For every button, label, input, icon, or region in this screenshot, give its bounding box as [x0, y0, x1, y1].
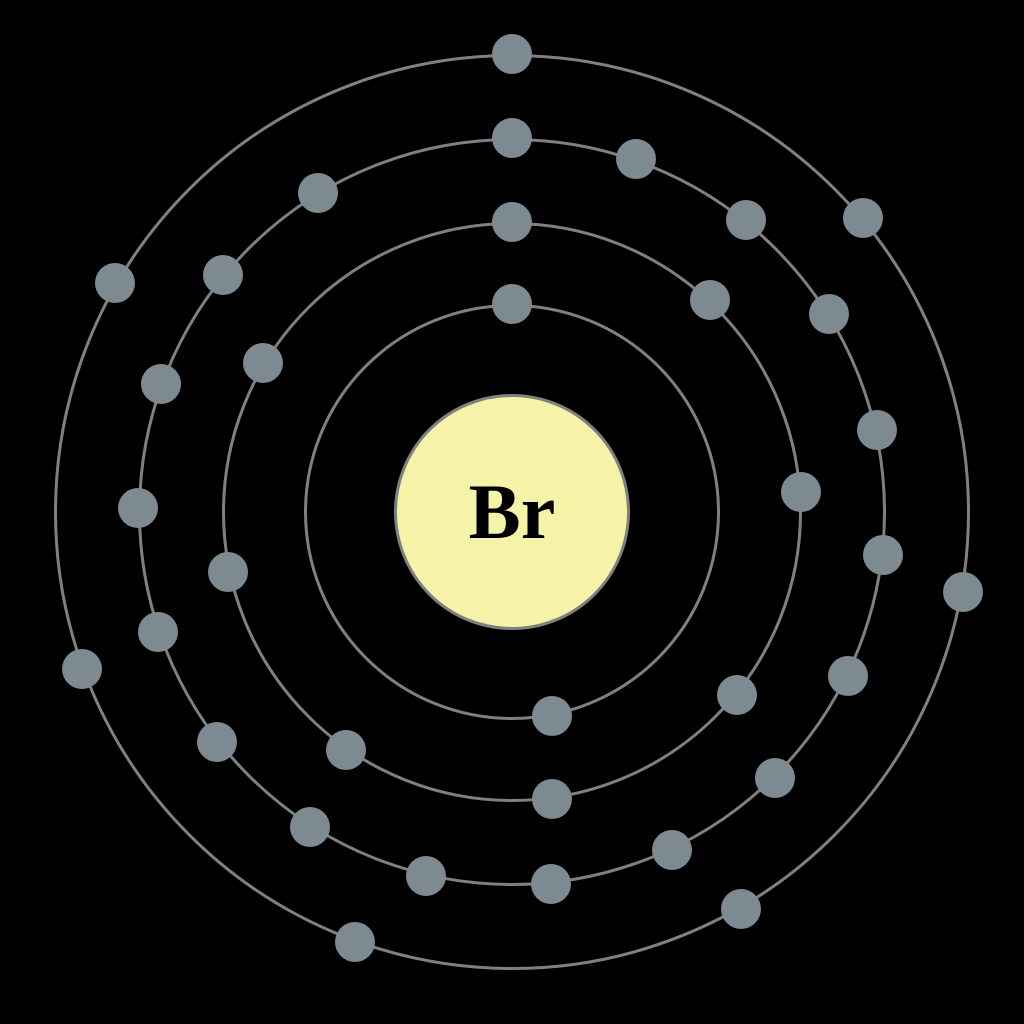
electron-shell-4: [54, 54, 970, 970]
electron: [943, 572, 983, 612]
electron: [721, 889, 761, 929]
electron: [843, 198, 883, 238]
electron: [335, 922, 375, 962]
electron: [492, 34, 532, 74]
electron: [62, 649, 102, 689]
bohr-model-diagram: Br: [0, 0, 1024, 1024]
